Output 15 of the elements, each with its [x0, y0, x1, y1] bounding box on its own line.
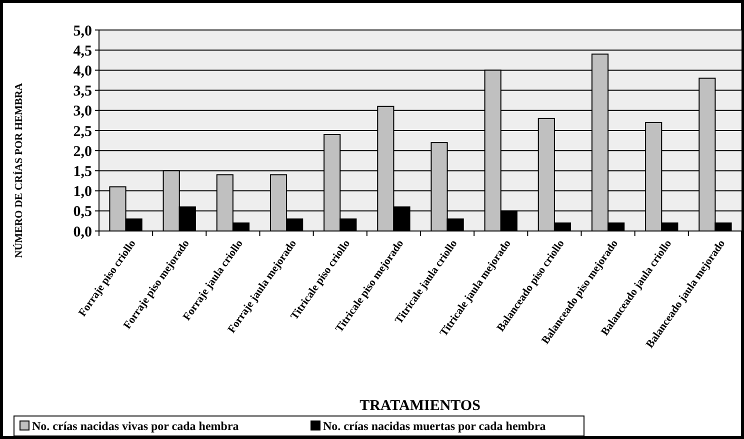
y-tick-label: 0,0: [73, 224, 92, 240]
y-tick-label: 3,5: [73, 84, 92, 100]
y-tick-label: 2,5: [73, 124, 92, 140]
y-tick-label: 1,0: [73, 184, 92, 200]
x-axis-title: TRATAMIENTOS: [360, 398, 480, 414]
y-tick-label: 5,0: [73, 23, 92, 40]
y-tick-label: 2,0: [73, 144, 92, 160]
y-tick-label: 0,5: [73, 204, 92, 220]
y-tick-label: 1,5: [73, 164, 92, 180]
y-tick-label: 4,5: [73, 43, 92, 60]
legend-label: No. crías nacidas muertas por cada hembra: [323, 419, 546, 433]
legend-label: No. crías nacidas vivas por cada hembra: [32, 419, 239, 433]
y-tick-label: 4,0: [73, 63, 92, 80]
y-axis-title: NÚMERO DE CRÍAS POR HEMBRA: [12, 82, 25, 258]
y-tick-label: 3,0: [73, 104, 92, 120]
